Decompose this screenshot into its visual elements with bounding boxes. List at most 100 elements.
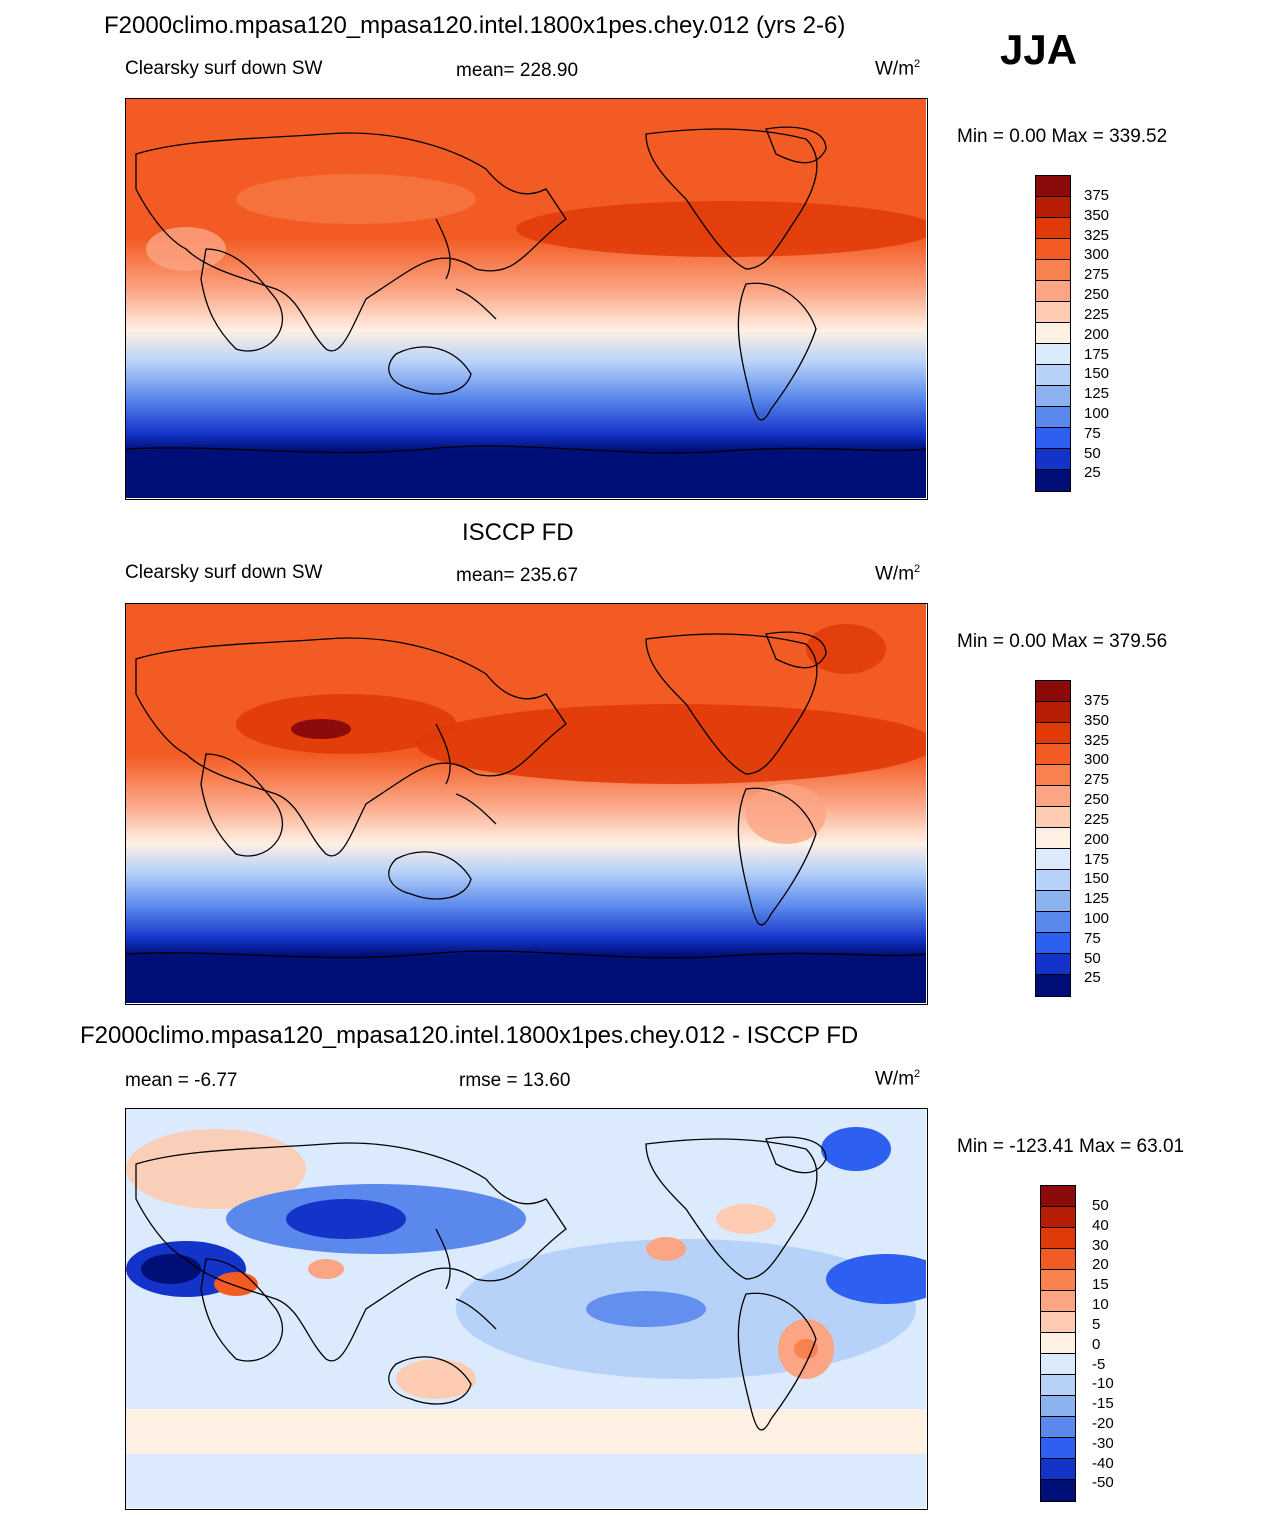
colorbar-swatch: [1036, 323, 1070, 344]
colorbar-label: 200: [1084, 830, 1110, 848]
colorbar-label: 375: [1084, 692, 1110, 709]
colorbar-label: 40: [1092, 1216, 1109, 1234]
colorbar-label: 175: [1084, 850, 1110, 868]
panel1-colorbar: [1035, 175, 1071, 492]
panel3-colorbar: [1040, 1185, 1076, 1502]
colorbar-label: -20: [1092, 1414, 1114, 1432]
colorbar-swatch: [1036, 407, 1070, 428]
colorbar-label: 75: [1084, 929, 1101, 947]
colorbar-swatch: [1041, 1438, 1075, 1459]
colorbar-swatch: [1036, 828, 1070, 849]
colorbar-label: 15: [1092, 1276, 1109, 1294]
colorbar-swatch: [1036, 302, 1070, 323]
colorbar-swatch: [1036, 365, 1070, 386]
panel3-units: W/m2: [875, 1068, 921, 1090]
panel2-variable-label: Clearsky surf down SW: [125, 562, 323, 583]
colorbar-label: 30: [1092, 1236, 1109, 1254]
colorbar-label: 100: [1084, 404, 1110, 422]
colorbar-label: -50: [1092, 1474, 1114, 1492]
colorbar-label: 50: [1084, 949, 1101, 967]
colorbar-swatch: [1041, 1249, 1075, 1270]
panel2-map-svg: [126, 604, 926, 1003]
colorbar-swatch: [1036, 702, 1070, 723]
panel1-units: W/m2: [875, 58, 921, 80]
colorbar-label: 20: [1092, 1256, 1109, 1274]
colorbar-label: -15: [1092, 1395, 1114, 1413]
panel3-map-svg: [126, 1109, 926, 1508]
colorbar-swatch: [1036, 786, 1070, 807]
colorbar-swatch: [1036, 870, 1070, 891]
colorbar-swatch: [1036, 933, 1070, 954]
colorbar-label: 0: [1092, 1335, 1101, 1353]
colorbar-label: -40: [1092, 1454, 1114, 1472]
panel2-units: W/m2: [875, 563, 921, 585]
colorbar-label: 25: [1084, 969, 1101, 987]
colorbar-label: 350: [1084, 206, 1110, 224]
colorbar-label: 350: [1084, 711, 1110, 729]
colorbar-label: 325: [1084, 731, 1110, 749]
panel3-mean-label: mean = -6.77: [125, 1070, 238, 1091]
colorbar-label: 275: [1084, 266, 1110, 284]
colorbar-label: 25: [1084, 464, 1101, 482]
colorbar-swatch: [1041, 1480, 1075, 1501]
panel3-title: F2000climo.mpasa120_mpasa120.intel.1800x…: [80, 1022, 859, 1049]
panel2-colorbar: [1035, 680, 1071, 997]
colorbar-label: 375: [1084, 187, 1110, 204]
colorbar-swatch: [1036, 386, 1070, 407]
panel1-variable-label: Clearsky surf down SW: [125, 58, 323, 79]
colorbar-label: 75: [1084, 424, 1101, 442]
colorbar-label: -10: [1092, 1375, 1114, 1393]
panel3-map: [125, 1108, 928, 1510]
panel2-mean-label: mean= 235.67: [456, 565, 579, 586]
colorbar-swatch: [1036, 954, 1070, 975]
colorbar-label: 275: [1084, 771, 1110, 789]
panel1-map-svg: [126, 99, 926, 498]
colorbar-swatch: [1036, 681, 1070, 702]
colorbar-label: 300: [1084, 751, 1110, 769]
colorbar-swatch: [1041, 1417, 1075, 1438]
colorbar-swatch: [1041, 1396, 1075, 1417]
colorbar-label: 225: [1084, 810, 1110, 828]
panel2-title: ISCCP FD: [462, 519, 574, 546]
colorbar-swatch: [1041, 1459, 1075, 1480]
colorbar-label: 150: [1084, 870, 1110, 888]
colorbar-label: 100: [1084, 909, 1110, 927]
colorbar-label: 125: [1084, 890, 1110, 908]
colorbar-label: 50: [1084, 444, 1101, 462]
colorbar-label: 250: [1084, 791, 1110, 809]
colorbar-label: -30: [1092, 1434, 1114, 1452]
season-label: JJA: [1000, 26, 1078, 73]
colorbar-swatch: [1036, 723, 1070, 744]
colorbar-swatch: [1036, 765, 1070, 786]
colorbar-swatch: [1036, 891, 1070, 912]
colorbar-swatch: [1036, 197, 1070, 218]
colorbar-swatch: [1041, 1312, 1075, 1333]
colorbar-swatch: [1036, 428, 1070, 449]
colorbar-label: 300: [1084, 246, 1110, 264]
colorbar-label: 125: [1084, 385, 1110, 403]
colorbar-label: 175: [1084, 345, 1110, 363]
colorbar-label: 200: [1084, 325, 1110, 343]
colorbar-swatch: [1036, 744, 1070, 765]
colorbar-swatch: [1036, 470, 1070, 491]
colorbar-swatch: [1041, 1228, 1075, 1249]
colorbar-swatch: [1041, 1354, 1075, 1375]
colorbar-swatch: [1036, 975, 1070, 996]
panel2-minmax: Min = 0.00 Max = 379.56: [957, 631, 1168, 652]
panel1-map: [125, 98, 928, 500]
colorbar-swatch: [1036, 176, 1070, 197]
colorbar-label: 325: [1084, 226, 1110, 244]
colorbar-swatch: [1036, 912, 1070, 933]
colorbar-label: 150: [1084, 365, 1110, 383]
colorbar-label: 5: [1092, 1315, 1101, 1333]
colorbar-swatch: [1036, 344, 1070, 365]
colorbar-swatch: [1036, 449, 1070, 470]
colorbar-swatch: [1036, 281, 1070, 302]
colorbar-swatch: [1036, 849, 1070, 870]
colorbar-swatch: [1041, 1333, 1075, 1354]
colorbar-swatch: [1036, 218, 1070, 239]
panel3-rmse-label: rmse = 13.60: [459, 1070, 571, 1091]
colorbar-swatch: [1041, 1186, 1075, 1207]
colorbar-swatch: [1036, 239, 1070, 260]
panel1-title: F2000climo.mpasa120_mpasa120.intel.1800x…: [104, 12, 846, 39]
